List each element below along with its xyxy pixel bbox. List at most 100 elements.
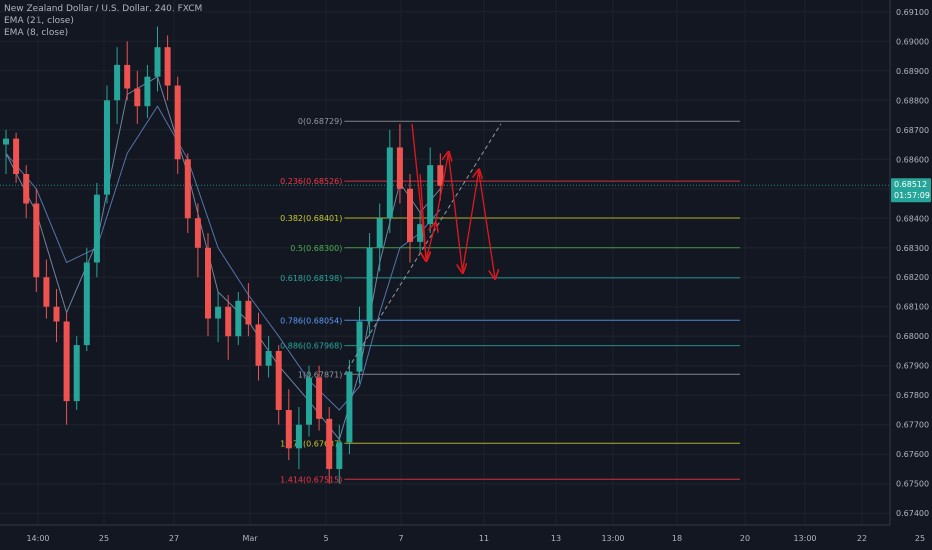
- candle-body: [417, 224, 424, 242]
- legend-ema8: EMA (8, close): [4, 28, 69, 38]
- candle-body: [306, 377, 312, 425]
- x-tick-label: 13: [551, 534, 561, 543]
- y-tick-label: 0.68400: [896, 214, 929, 223]
- x-tick-label: 25: [99, 534, 109, 543]
- fib-level-label: 1.414(0.67515): [280, 475, 342, 484]
- projection-arrow: [434, 153, 448, 225]
- ema8-line: [5, 75, 441, 441]
- x-tick-label: 13:00: [601, 534, 624, 543]
- x-tick-label: 25: [915, 534, 925, 543]
- y-tick-label: 0.67700: [896, 421, 929, 430]
- candle-body: [376, 218, 383, 248]
- candle-body: [33, 203, 40, 278]
- candle-body: [255, 324, 262, 366]
- fib-level-label: 0.236(0.68526): [280, 177, 342, 186]
- candle-body: [184, 159, 191, 219]
- x-tick-label: 11: [479, 534, 489, 543]
- candle-body: [427, 165, 434, 225]
- current-price-tag: [891, 178, 931, 203]
- x-tick-label: Mar: [242, 534, 258, 543]
- candle-body: [174, 85, 181, 160]
- candle-body: [124, 64, 131, 89]
- x-tick-label: 20: [740, 534, 750, 543]
- fib-level-label: 0.5(0.68300): [290, 244, 342, 253]
- fib-level-label: 0.886(0.67968): [280, 342, 342, 351]
- y-tick-label: 0.68300: [896, 244, 929, 253]
- candle-body: [93, 194, 100, 263]
- x-tick-label: 13:00: [793, 534, 816, 543]
- candle-body: [265, 350, 272, 366]
- trend-line: [343, 123, 502, 375]
- x-tick-label: 14:00: [26, 534, 49, 543]
- candle-body: [194, 218, 201, 248]
- candle-body: [104, 100, 110, 195]
- candle-body: [205, 247, 211, 319]
- candle-body: [53, 306, 60, 322]
- candle-body: [366, 247, 373, 322]
- candle-body: [114, 64, 121, 101]
- fib-level-label: 0.786(0.68054): [280, 316, 342, 325]
- y-tick-label: 0.68800: [896, 96, 929, 105]
- y-tick-label: 0.67600: [896, 450, 929, 459]
- x-tick-label: 22: [857, 534, 867, 543]
- candle-body: [63, 321, 70, 402]
- candle-body: [13, 138, 20, 175]
- candle-body: [295, 424, 302, 449]
- candle-body: [275, 350, 282, 410]
- candle-body: [235, 300, 242, 337]
- fib-level-label: 0(0.68729): [298, 117, 342, 126]
- candle-body: [316, 377, 323, 419]
- x-tick-label: 7: [398, 534, 403, 543]
- price-axis: [890, 0, 932, 550]
- current-price-label: 0.68512: [894, 180, 927, 189]
- chart-title: New Zealand Dollar / U.S. Dollar, 240, F…: [4, 4, 203, 14]
- candle-body: [356, 321, 363, 372]
- candle-body: [73, 345, 80, 402]
- candle-body: [43, 277, 50, 307]
- chart-legend: New Zealand Dollar / U.S. Dollar, 240, F…: [4, 3, 202, 39]
- y-tick-label: 0.68200: [896, 273, 929, 282]
- y-tick-label: 0.67800: [896, 391, 929, 400]
- x-tick-label: 5: [323, 534, 328, 543]
- candle-body: [215, 306, 222, 319]
- candle-body: [407, 188, 413, 242]
- fib-level-label: 1(0.67871): [298, 370, 342, 379]
- legend-ema21: EMA (21, close): [4, 16, 74, 26]
- candle-body: [396, 147, 403, 189]
- ema21-line: [5, 105, 441, 411]
- candle-body: [154, 47, 161, 77]
- y-tick-label: 0.67500: [896, 480, 929, 489]
- projection-arrow: [461, 171, 479, 272]
- y-tick-label: 0.68600: [896, 155, 929, 164]
- candle-body: [326, 418, 333, 469]
- candle-body: [23, 174, 30, 204]
- candle-body: [386, 147, 393, 219]
- y-tick-label: 0.68000: [896, 332, 929, 341]
- y-tick-label: 0.67900: [896, 362, 929, 371]
- candle-body: [285, 409, 292, 449]
- y-tick-label: 0.68900: [896, 67, 929, 76]
- fib-level-label: 0.382(0.68401): [280, 214, 342, 223]
- candle-body: [346, 371, 353, 443]
- y-tick-label: 0.68700: [896, 126, 929, 135]
- x-tick-label: 18: [672, 534, 682, 543]
- y-tick-label: 0.68100: [896, 303, 929, 312]
- candle-body: [336, 442, 343, 469]
- projection-arrow: [478, 170, 495, 277]
- x-tick-label: 27: [169, 534, 179, 543]
- candle-body: [437, 165, 444, 186]
- fib-level-label: 1.272(0.67637): [280, 439, 342, 448]
- projection-arrow: [447, 153, 462, 271]
- time-axis: [0, 525, 932, 550]
- candle-body: [164, 47, 171, 86]
- candle-body: [3, 138, 9, 145]
- y-tick-label: 0.67400: [896, 509, 929, 518]
- candle-body: [144, 76, 151, 107]
- candle-body: [245, 300, 252, 325]
- fib-level-label: 0.618(0.68198): [280, 274, 342, 283]
- candle-body: [83, 262, 90, 346]
- countdown-label: 01:57:09: [894, 191, 930, 200]
- candle-body: [134, 88, 141, 107]
- candle-body: [225, 306, 232, 337]
